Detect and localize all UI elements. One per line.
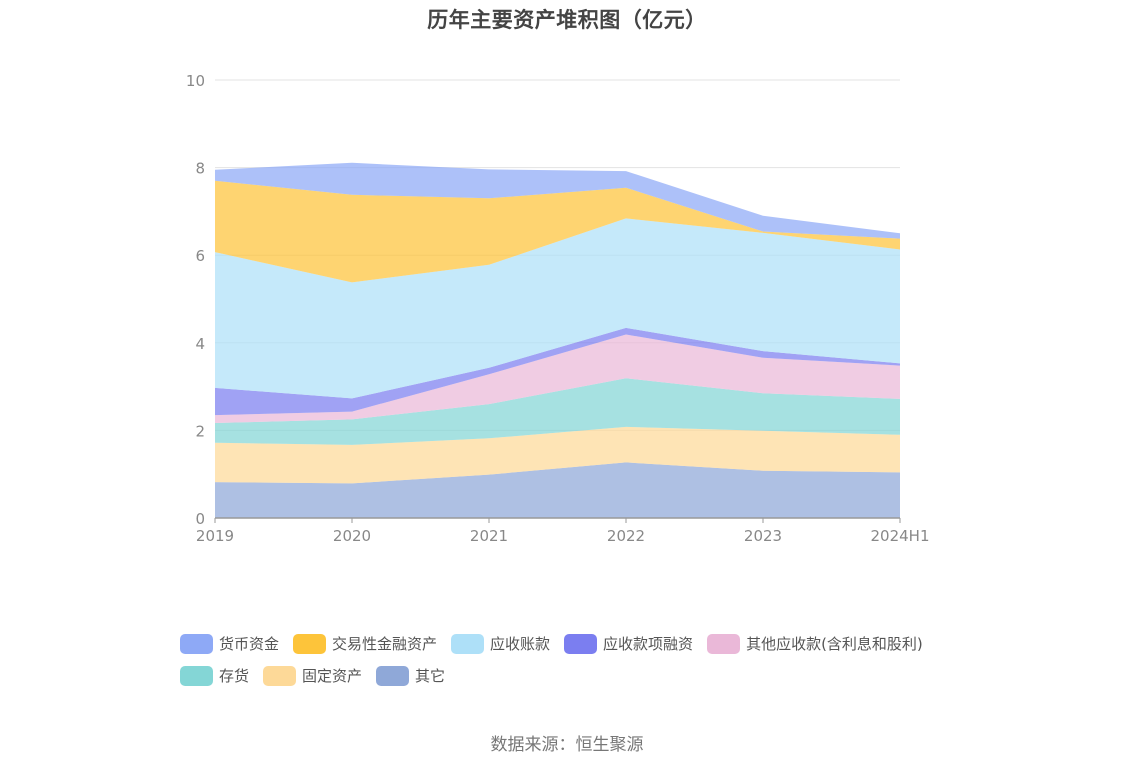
area-series-6 bbox=[215, 180, 900, 283]
legend-swatch bbox=[263, 665, 297, 686]
legend-label: 货币资金 bbox=[219, 635, 280, 653]
legend-swatch bbox=[564, 633, 598, 654]
legend-swatch bbox=[180, 665, 213, 686]
legend-swatch bbox=[707, 633, 741, 654]
data-source: 数据来源：恒生聚源 bbox=[490, 735, 644, 755]
area-series bbox=[215, 162, 900, 518]
legend-swatch bbox=[293, 633, 327, 654]
x-tick-label: 2021 bbox=[470, 527, 508, 545]
y-tick-label: 4 bbox=[195, 335, 205, 353]
x-tick-label: 2023 bbox=[744, 527, 782, 545]
legend-swatch bbox=[451, 633, 485, 654]
legend-label: 交易性金融资产 bbox=[332, 635, 438, 653]
legend-row-1: 货币资金 交易性金融资产 应收账款 应收款项融资 其他应收款(含利息和股利) bbox=[180, 633, 937, 654]
area-series-0 bbox=[215, 462, 900, 518]
legend-swatch bbox=[180, 633, 213, 654]
legend-item[interactable]: 其他应收款(含利息和股利) bbox=[707, 633, 923, 654]
y-tick-label: 6 bbox=[195, 247, 205, 265]
area-series-3 bbox=[215, 334, 900, 423]
legend-item[interactable]: 固定资产 bbox=[263, 665, 362, 686]
axes: 0 2 4 6 8 10 2019 2020 2021 2022 2023 2024H1 bbox=[186, 72, 930, 545]
legend-label: 存货 bbox=[219, 667, 250, 685]
area-series-2 bbox=[215, 378, 900, 445]
legend-swatch bbox=[376, 665, 410, 686]
legend-item[interactable]: 货币资金 bbox=[180, 633, 279, 654]
chart-title: 历年主要资产堆积图（亿元） bbox=[427, 8, 707, 32]
y-tick-label: 10 bbox=[186, 72, 205, 90]
y-tick-label: 2 bbox=[195, 422, 205, 440]
legend-label: 应收账款 bbox=[490, 635, 551, 653]
area-series-4 bbox=[215, 327, 900, 416]
legend-row-2: 存货 固定资产 其它 bbox=[180, 665, 459, 686]
legend-label: 应收款项融资 bbox=[603, 635, 694, 653]
legend-label: 其他应收款(含利息和股利) bbox=[746, 635, 923, 653]
area-series-1 bbox=[215, 426, 900, 484]
y-tick-label: 8 bbox=[195, 160, 205, 178]
x-tick-label: 2019 bbox=[196, 527, 234, 545]
x-tick-label: 2024H1 bbox=[871, 527, 930, 545]
x-tick-label: 2022 bbox=[607, 527, 645, 545]
legend-item[interactable]: 应收款项融资 bbox=[564, 633, 693, 654]
legend-item[interactable]: 应收账款 bbox=[451, 633, 550, 654]
legend-label: 其它 bbox=[415, 667, 446, 685]
x-tick-label: 2020 bbox=[333, 527, 371, 545]
legend-label: 固定资产 bbox=[302, 667, 363, 685]
area-series-5 bbox=[215, 218, 900, 399]
y-tick-label: 0 bbox=[195, 510, 205, 528]
legend-item[interactable]: 存货 bbox=[180, 665, 249, 686]
legend-item[interactable]: 交易性金融资产 bbox=[293, 633, 437, 654]
area-series-7 bbox=[215, 162, 900, 239]
legend-item[interactable]: 其它 bbox=[376, 665, 445, 686]
